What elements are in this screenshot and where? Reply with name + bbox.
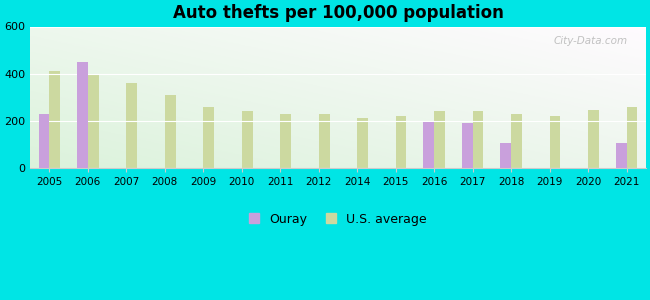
- Text: City-Data.com: City-Data.com: [553, 36, 627, 46]
- Bar: [203, 107, 214, 168]
- Bar: [280, 114, 291, 168]
- Bar: [550, 116, 560, 168]
- Bar: [434, 112, 445, 168]
- Legend: Ouray, U.S. average: Ouray, U.S. average: [250, 213, 426, 226]
- Bar: [588, 110, 599, 168]
- Bar: [88, 75, 99, 168]
- Bar: [462, 123, 473, 168]
- Bar: [511, 114, 522, 168]
- Bar: [396, 116, 406, 168]
- Bar: [49, 71, 60, 168]
- Bar: [627, 107, 638, 168]
- Bar: [126, 83, 137, 168]
- Bar: [318, 114, 330, 168]
- Bar: [77, 62, 88, 168]
- Bar: [423, 122, 434, 168]
- Bar: [616, 143, 627, 168]
- Bar: [38, 114, 49, 168]
- Bar: [165, 95, 176, 168]
- Bar: [500, 143, 511, 168]
- Bar: [358, 118, 368, 168]
- Bar: [242, 112, 253, 168]
- Title: Auto thefts per 100,000 population: Auto thefts per 100,000 population: [172, 4, 504, 22]
- Bar: [473, 112, 484, 168]
